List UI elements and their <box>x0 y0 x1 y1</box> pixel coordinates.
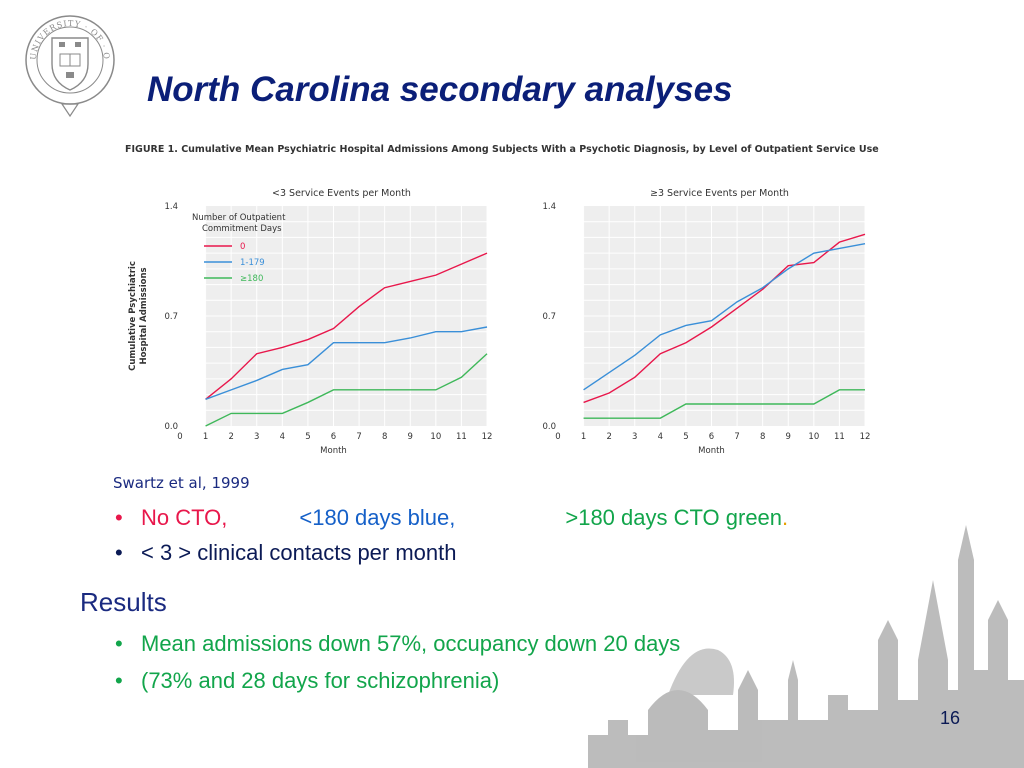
y-tick-label: 1.4 <box>164 202 178 212</box>
results-heading: Results <box>80 587 167 617</box>
figure-caption-label: FIGURE 1. <box>125 144 178 155</box>
page-number: 16 <box>940 708 961 728</box>
x-tick-label: 4 <box>280 432 285 442</box>
x-tick-label: 1 <box>203 432 208 442</box>
x-tick-label: 11 <box>834 432 845 442</box>
x-tick-label: 0 <box>555 432 560 442</box>
series-line-0 <box>205 252 488 400</box>
legend-title-line1: Number of Outpatient <box>192 213 286 223</box>
bullet-green-text: >180 days CTO green <box>565 505 783 530</box>
bullet-results-mean: • Mean admissions down 57%, occupancy dow… <box>115 631 680 657</box>
x-tick-label: 0 <box>177 432 182 442</box>
y-tick-label: 0.7 <box>542 312 556 322</box>
x-tick-label: 5 <box>683 432 688 442</box>
bullet-dot: • <box>115 668 123 693</box>
x-tick-label: 10 <box>808 432 819 442</box>
bullet-blue-text: <180 days blue, <box>299 505 456 530</box>
chart-title: ≥3 Service Events per Month <box>650 188 789 199</box>
x-tick-label: 1 <box>581 432 586 442</box>
x-tick-label: 7 <box>356 432 361 442</box>
y-tick-label: 0.0 <box>164 422 178 432</box>
oxford-crest-logo: UNIVERSITY · OF · OXFORD <box>22 12 115 118</box>
y-axis-label-line2: Hospital Admissions <box>139 267 149 364</box>
x-axis-label: Month <box>698 446 725 456</box>
slide-title: North Carolina secondary analyses <box>147 70 733 109</box>
bullet-results-schizophrenia: • (73% and 28 days for schizophrenia) <box>115 668 499 694</box>
legend-label: 0 <box>240 242 245 252</box>
y-tick-label: 0.7 <box>164 312 178 322</box>
x-tick-label: 12 <box>860 432 871 442</box>
svg-text:UNIVERSITY · OF · OXFORD: UNIVERSITY · OF · OXFORD <box>22 12 111 60</box>
x-tick-label: 2 <box>606 432 611 442</box>
figure-caption: FIGURE 1. Cumulative Mean Psychiatric Ho… <box>125 143 885 156</box>
bullet-text: < 3 > clinical contacts per month <box>141 540 457 565</box>
x-tick-label: 7 <box>734 432 739 442</box>
x-tick-label: 8 <box>382 432 387 442</box>
x-tick-label: 3 <box>254 432 259 442</box>
crest-text: UNIVERSITY · OF · OXFORD <box>22 12 110 60</box>
series-line-x180 <box>205 353 488 427</box>
bullet-dot: • <box>115 631 123 656</box>
bullet-text: Mean admissions down 57%, occupancy down… <box>141 631 681 656</box>
bullet-dot: • <box>115 540 123 565</box>
bullet-clinical-contacts: • < 3 > clinical contacts per month <box>115 540 457 566</box>
x-tick-label: 9 <box>786 432 791 442</box>
x-tick-label: 10 <box>430 432 441 442</box>
y-axis-label-line1: Cumulative Psychiatric <box>128 261 138 371</box>
x-tick-label: 5 <box>305 432 310 442</box>
bullet-period: . <box>782 505 789 530</box>
bullet-red-text: No CTO, <box>141 505 228 530</box>
series-line-0 <box>583 233 866 404</box>
series-line-x180 <box>583 389 865 419</box>
figure-caption-text: Cumulative Mean Psychiatric Hospital Adm… <box>181 144 879 155</box>
x-tick-label: 12 <box>482 432 493 442</box>
bullet-legend-colors: • No CTO, <180 days blue, >180 days CTO gre… <box>115 505 788 531</box>
x-tick-label: 9 <box>408 432 413 442</box>
x-tick-label: 6 <box>331 432 336 442</box>
legend-label: ≥180 <box>240 274 263 284</box>
series-line-1x179 <box>205 326 488 400</box>
legend-title-line2: Commitment Days <box>202 224 282 234</box>
x-tick-label: 2 <box>228 432 233 442</box>
x-tick-label: 8 <box>760 432 765 442</box>
legend-label: 1-179 <box>240 258 265 268</box>
x-axis-label: Month <box>320 446 347 456</box>
citation: Swartz et al, 1999 <box>113 474 250 492</box>
oxford-skyline-image <box>588 525 1024 768</box>
series-line-1x179 <box>583 243 866 391</box>
x-tick-label: 4 <box>658 432 663 442</box>
bullet-text: (73% and 28 days for schizophrenia) <box>141 668 500 693</box>
chart-title: <3 Service Events per Month <box>272 188 411 199</box>
bullet-dot: • <box>115 505 123 530</box>
y-tick-label: 0.0 <box>542 422 556 432</box>
y-tick-label: 1.4 <box>542 202 556 212</box>
x-tick-label: 11 <box>456 432 467 442</box>
x-tick-label: 6 <box>709 432 714 442</box>
x-tick-label: 3 <box>632 432 637 442</box>
